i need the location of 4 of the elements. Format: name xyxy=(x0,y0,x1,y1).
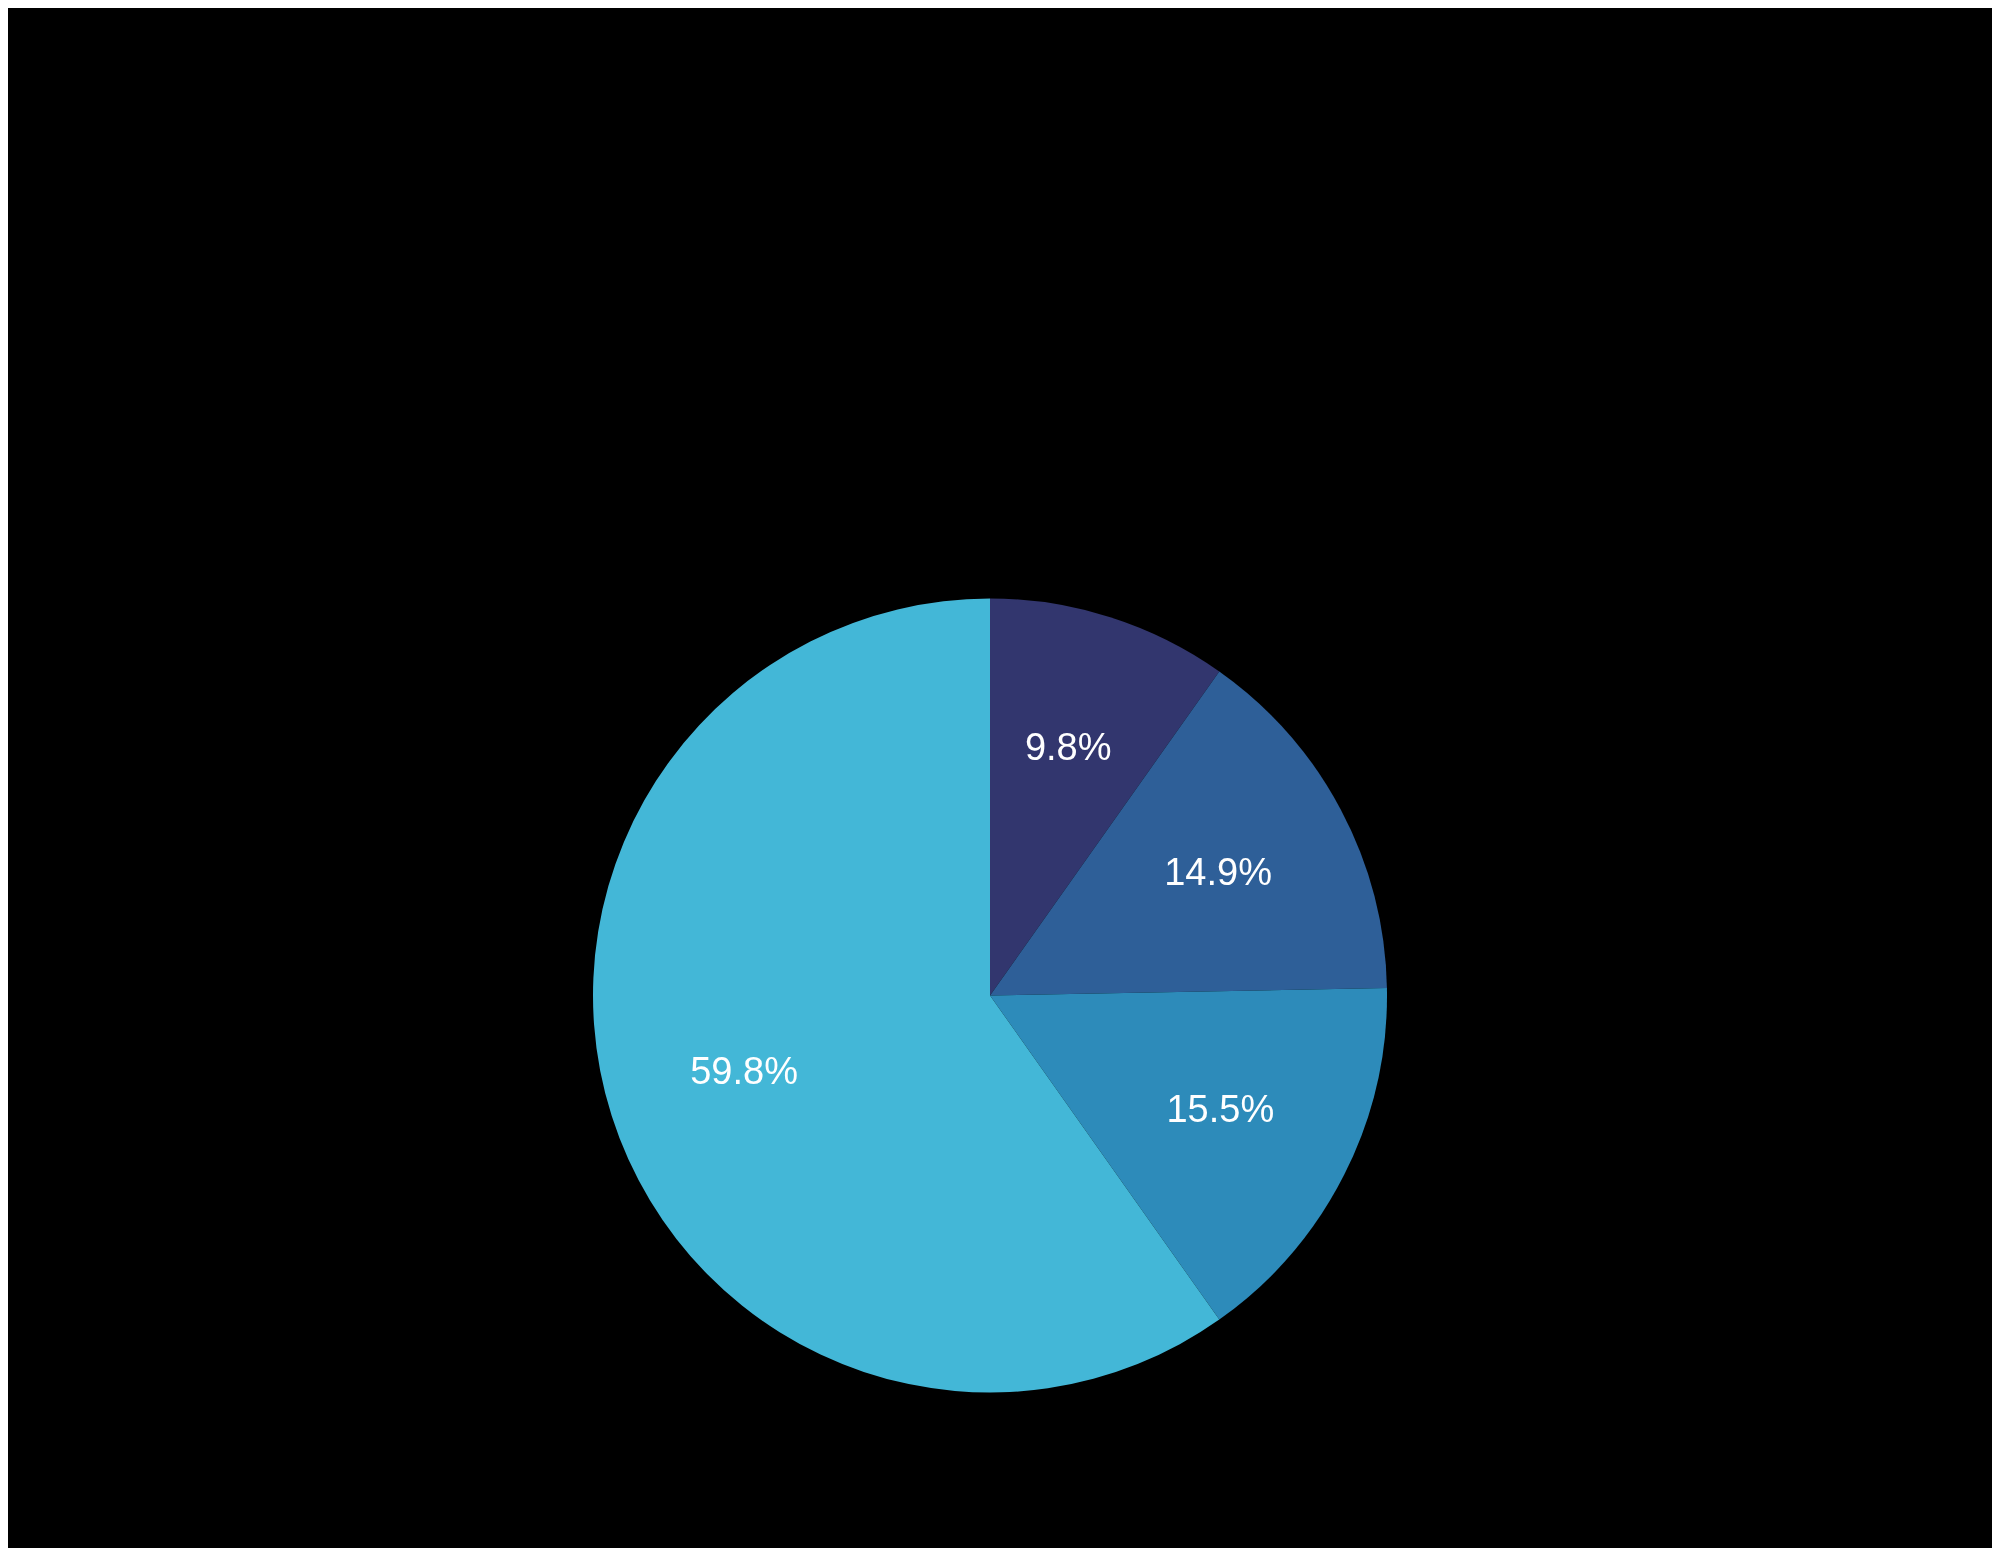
data-label: 14.9% xyxy=(1164,851,1272,894)
data-label: 15.5% xyxy=(1166,1088,1275,1131)
data-label: 59.8% xyxy=(690,1050,798,1093)
data-label: 9.8% xyxy=(1024,726,1112,769)
